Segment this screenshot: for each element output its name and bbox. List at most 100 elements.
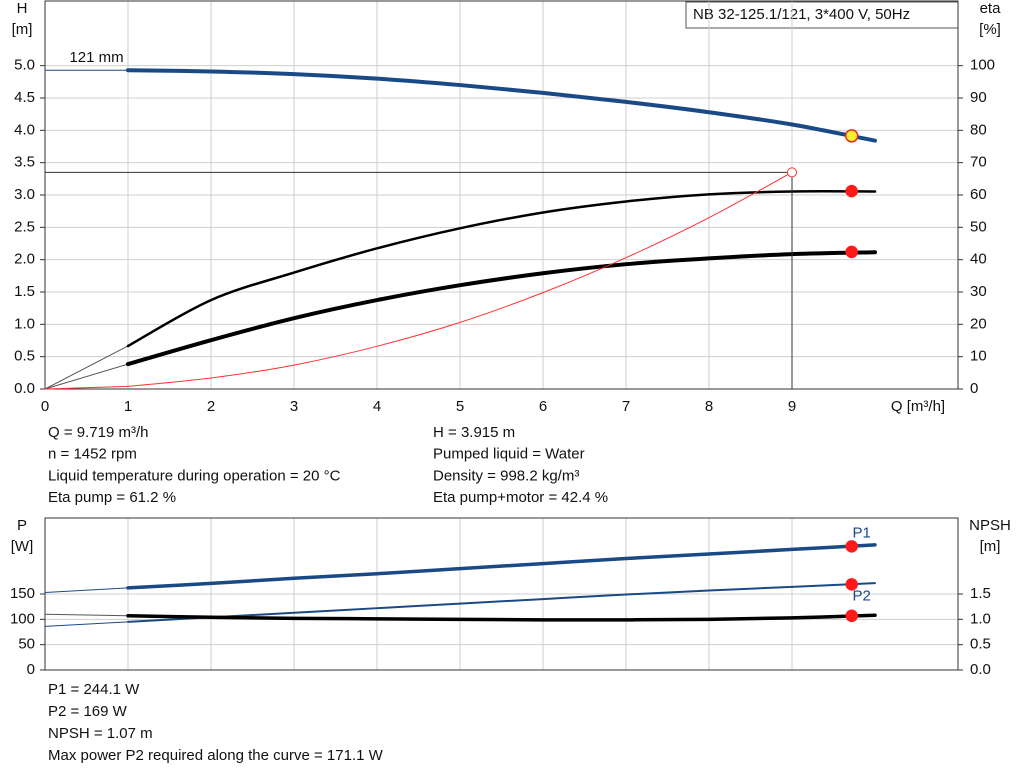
info-value: 42.4 [561, 489, 590, 506]
chart-title: NB 32-125.1/121, 3*400 V, 50Hz [693, 6, 910, 23]
info-line: H = 3.915 m [433, 424, 515, 441]
info-value: 244.1 [83, 681, 121, 698]
x-tick-label: 3 [290, 398, 298, 415]
y-tick-label: 50 [18, 636, 35, 653]
lead-line [44, 385, 129, 390]
info-value: Water [545, 446, 584, 463]
y-tick-label: 4.0 [14, 121, 35, 138]
info-unit: W [125, 681, 140, 698]
info-unit: rpm [111, 446, 137, 463]
info-line: Liquid temperature during operation = 20… [48, 467, 341, 484]
y2-tick-label: 0.0 [970, 661, 991, 678]
y2-tick-label: 10 [970, 348, 987, 365]
info-line: P2 = 169 W [48, 703, 128, 720]
y-tick-label: 150 [10, 585, 35, 602]
info-line: Max power P2 required along the curve = … [48, 747, 384, 764]
plot-border [44, 0, 959, 390]
y2-axis-label: [%] [979, 21, 1001, 38]
y-tick-label: 1.0 [14, 315, 35, 332]
y-tick-label: 5.0 [14, 57, 35, 74]
info-line: Pumped liquid = Water [433, 446, 585, 463]
lead-line [44, 587, 129, 593]
x-axis-label: Q [m³/h] [891, 398, 945, 415]
y-tick-label: 0.0 [14, 380, 35, 397]
y2-tick-label: 20 [970, 315, 987, 332]
info-value: 3.915 [461, 424, 499, 441]
info-value: 61.2 [129, 489, 158, 506]
info-unit: % [163, 489, 176, 506]
x-tick-label: 0 [41, 398, 49, 415]
x-tick-label: 6 [539, 398, 547, 415]
lead-line [44, 363, 129, 390]
info-line: Q = 9.719 m³/h [48, 424, 149, 441]
y2-tick-label: 0.5 [970, 636, 991, 653]
curve [126, 543, 877, 590]
end-marker [787, 167, 797, 178]
info-label: Density = [433, 467, 496, 484]
curve [127, 582, 876, 623]
info-value: 1.07 [107, 725, 136, 742]
y2-tick-label: 60 [970, 186, 987, 203]
info-label: Max power P2 required along the curve = [48, 747, 323, 764]
info-label: Eta pump = [48, 489, 125, 506]
info-unit: m³/h [119, 424, 149, 441]
y2-tick-label: 1.0 [970, 610, 991, 627]
info-label: n = [48, 446, 70, 463]
y-tick-label: 3.0 [14, 186, 35, 203]
y2-tick-label: 40 [970, 251, 987, 268]
info-unit: °C [324, 467, 341, 484]
duty-point [845, 245, 858, 259]
series-label: P2 [852, 587, 870, 604]
y-axis-label: H [17, 0, 28, 17]
info-label: Liquid temperature during operation = [48, 467, 299, 484]
y-tick-label: 2.5 [14, 218, 35, 235]
y2-tick-label: 100 [970, 57, 995, 74]
y2-tick-label: 1.5 [970, 585, 991, 602]
info-label: Eta pump+motor = [433, 489, 557, 506]
curve [126, 613, 877, 622]
info-value: 171.1 [327, 747, 365, 764]
y-tick-label: 0.5 [14, 348, 35, 365]
x-tick-label: 2 [207, 398, 215, 415]
y-tick-label: 3.5 [14, 154, 35, 171]
y2-axis-label: eta [980, 0, 1002, 17]
info-unit: kg/m³ [542, 467, 580, 484]
info-value: 998.2 [500, 467, 538, 484]
lead-line [44, 621, 129, 627]
info-label: Q = [48, 424, 73, 441]
title-box [685, 1, 959, 29]
info-label: P1 = [48, 681, 80, 698]
x-tick-label: 8 [705, 398, 713, 415]
info-line: Eta pump = 61.2 % [48, 489, 176, 506]
curve [126, 68, 877, 143]
curve [126, 250, 877, 367]
curve-label: 121 mm [69, 49, 123, 66]
info-label: P2 = [48, 703, 80, 720]
info-value: 1452 [73, 446, 106, 463]
info-value: 9.719 [77, 424, 115, 441]
x-tick-label: 5 [456, 398, 464, 415]
info-unit: W [113, 703, 128, 720]
info-line: n = 1452 rpm [48, 446, 137, 463]
info-label: H = [433, 424, 457, 441]
y2-axis-label: [m] [980, 538, 1001, 555]
duty-point [845, 184, 858, 198]
x-tick-label: 9 [788, 398, 796, 415]
duty-point [844, 129, 859, 143]
y2-tick-label: 30 [970, 283, 987, 300]
y-axis-label: [m] [12, 21, 33, 38]
info-value: 20 [303, 467, 320, 484]
duty-point [845, 609, 858, 623]
y-tick-label: 4.5 [14, 89, 35, 106]
info-value: 169 [83, 703, 108, 720]
info-unit: W [369, 747, 384, 764]
x-tick-label: 4 [373, 398, 381, 415]
plot-border [44, 517, 959, 671]
series-label: P1 [852, 524, 870, 541]
y-tick-label: 100 [10, 610, 35, 627]
info-line: Density = 998.2 kg/m³ [433, 467, 579, 484]
y-axis-label: P [17, 517, 27, 534]
info-label: Pumped liquid = [433, 446, 541, 463]
curve [127, 171, 793, 387]
